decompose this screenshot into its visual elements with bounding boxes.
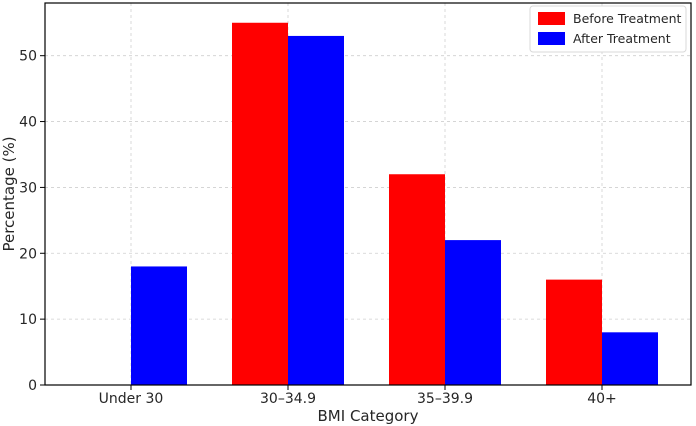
y-tick-label: 30 xyxy=(19,180,37,196)
legend-box xyxy=(529,5,687,53)
x-tick-label: Under 30 xyxy=(99,391,164,407)
plot-frame xyxy=(44,2,692,386)
x-tick-label: 35–39.9 xyxy=(417,391,473,407)
y-tick-label: 10 xyxy=(19,312,37,328)
bar-before-1 xyxy=(232,22,288,386)
bar-after-2 xyxy=(445,240,501,385)
x-axis-ticks: Under 30 30–34.9 35–39.9 40+ xyxy=(99,385,617,407)
legend-swatch-before xyxy=(538,12,565,25)
x-tick-label: 30–34.9 xyxy=(260,391,316,407)
bars xyxy=(131,22,658,386)
bar-after-3 xyxy=(602,332,658,385)
bar-after-0 xyxy=(131,266,187,385)
y-axis-label: Percentage (%) xyxy=(0,136,18,251)
legend: Before Treatment After Treatment xyxy=(529,5,687,53)
y-tick-label: 40 xyxy=(19,115,37,131)
legend-swatch-after xyxy=(538,32,565,45)
x-tick-label: 40+ xyxy=(587,391,617,407)
bar-after-1 xyxy=(288,35,344,386)
y-tick-label: 20 xyxy=(19,246,37,262)
bar-before-3 xyxy=(546,279,602,385)
legend-label-before: Before Treatment xyxy=(573,11,682,26)
y-tick-label: 0 xyxy=(28,378,37,394)
bar-before-2 xyxy=(389,174,445,385)
y-tick-label: 50 xyxy=(19,49,37,65)
y-axis-ticks: 0 10 20 30 40 50 xyxy=(19,49,45,394)
legend-label-after: After Treatment xyxy=(573,31,671,46)
x-axis-label: BMI Category xyxy=(318,407,419,425)
